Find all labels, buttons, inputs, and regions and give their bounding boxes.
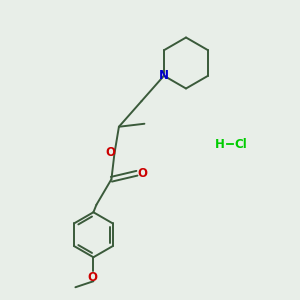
Text: O: O (105, 146, 115, 159)
Text: O: O (137, 167, 147, 180)
Text: Cl: Cl (234, 137, 247, 151)
Text: O: O (88, 271, 98, 284)
Text: H: H (215, 137, 225, 151)
Text: N: N (159, 69, 169, 82)
